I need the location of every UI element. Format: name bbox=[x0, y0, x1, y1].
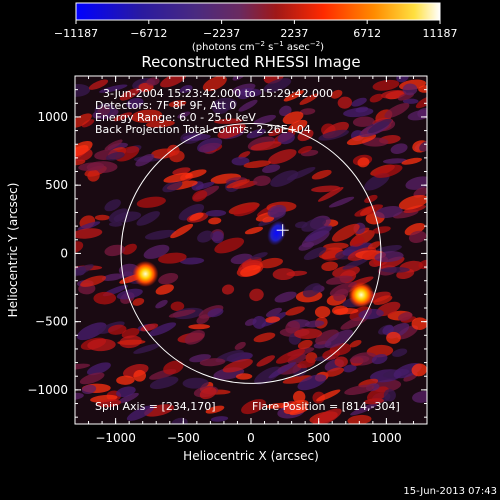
colorbar-ticks: −11187 −6712 −2237 2237 6712 11187 bbox=[54, 20, 458, 40]
x-tick-label: −500 bbox=[167, 431, 200, 445]
colorbar-gradient bbox=[75, 2, 441, 21]
axes: −1000 −500 0 500 1000 1000 500 0 −500 −1000 bbox=[27, 76, 427, 445]
colorbar-tick-label: −6712 bbox=[130, 27, 167, 40]
colorbar-tick-label: −2237 bbox=[203, 27, 240, 40]
colorbar-tick-label: −11187 bbox=[54, 27, 98, 40]
footer-timestamp: 15-Jun-2013 07:43 bbox=[403, 486, 497, 497]
solar-limb bbox=[120, 122, 382, 384]
x-tick-label: 500 bbox=[307, 431, 330, 445]
backprojection-texture bbox=[75, 76, 427, 424]
spin-axis-text: Spin Axis = [234,170] bbox=[95, 400, 216, 413]
x-tick-label: 0 bbox=[247, 431, 255, 445]
x-tick-label: 1000 bbox=[371, 431, 402, 445]
chart-title: Reconstructed RHESSI Image bbox=[141, 53, 360, 71]
colorbar-tick-label: 2237 bbox=[280, 27, 308, 40]
method-counts: Back Projection Total counts: 2.26E+04 bbox=[95, 123, 311, 136]
colorbar-tick-label: 11187 bbox=[423, 27, 458, 40]
y-tick-label: −500 bbox=[35, 315, 68, 329]
colorbar: −11187 −6712 −2237 2237 6712 11187 (photons c… bbox=[54, 2, 458, 53]
energy-range: Energy Range: 6.0 - 25.0 keV bbox=[95, 111, 256, 124]
y-tick-label: −1000 bbox=[27, 383, 68, 397]
y-tick-label: 1000 bbox=[37, 110, 68, 124]
sources bbox=[132, 220, 375, 308]
spin-axis-marker bbox=[276, 224, 289, 237]
colorbar-tick-label: 6712 bbox=[353, 27, 381, 40]
flare-position-text: Flare Position = [814,-304] bbox=[252, 400, 400, 413]
y-axis-label: Heliocentric Y (arcsec) bbox=[6, 183, 20, 318]
dark-source bbox=[267, 220, 287, 246]
detectors: Detectors: 7F 8F 9F, Att 0 bbox=[95, 99, 236, 112]
colorbar-unit: (photons cm−2 s−1 asec−2) bbox=[192, 40, 324, 53]
image-area bbox=[75, 76, 427, 424]
y-tick-label: 0 bbox=[60, 246, 68, 260]
x-axis-label: Heliocentric X (arcsec) bbox=[183, 449, 319, 463]
y-tick-label: 500 bbox=[45, 178, 68, 192]
time-range: 3-Jun-2004 15:23:42.000 to 15:29:42.000 bbox=[103, 87, 333, 100]
bright-source bbox=[132, 260, 159, 287]
x-tick-label: −1000 bbox=[95, 431, 136, 445]
bright-source bbox=[348, 281, 375, 308]
